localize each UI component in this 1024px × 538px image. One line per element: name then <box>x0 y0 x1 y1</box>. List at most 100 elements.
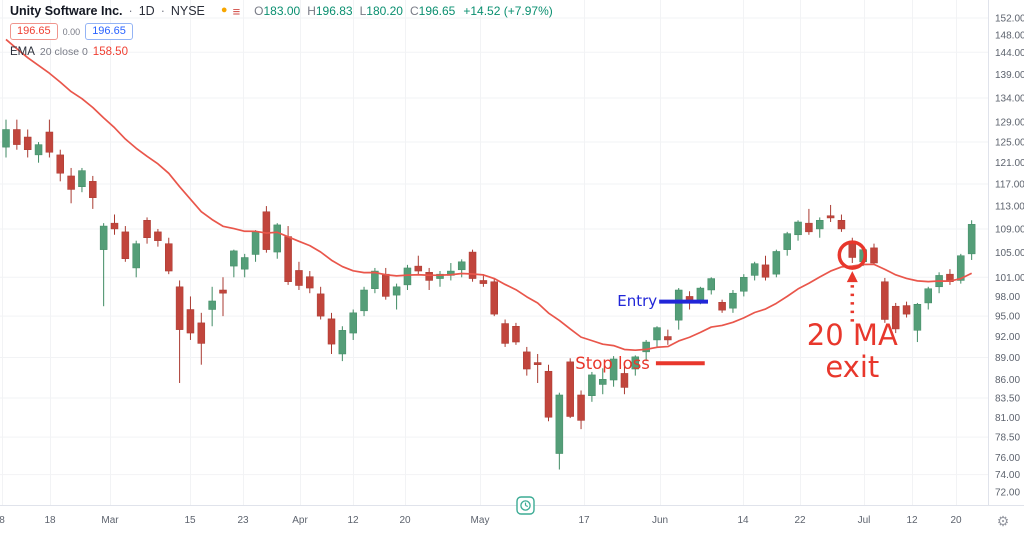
price-tick-label: 139.00 <box>995 70 1024 81</box>
candle-body <box>566 361 574 417</box>
price-tick-label: 83.50 <box>995 394 1020 405</box>
candle-body <box>816 220 824 230</box>
time-tick-label: 22 <box>794 515 806 526</box>
candle-body <box>870 247 878 264</box>
time-axis[interactable]: 8 18 Mar 15 23 Apr 12 20 May 17 Jun 14 22 Jul 12 20 <box>0 515 962 526</box>
candle-body <box>262 211 271 250</box>
candle-body <box>45 131 54 153</box>
candle-body <box>56 154 64 174</box>
candle-body <box>544 370 553 418</box>
candle-body <box>425 272 433 281</box>
event-clock-hand-hour <box>525 504 529 508</box>
sell-price-button[interactable]: 196.65 <box>10 23 58 40</box>
price-tick-label: 109.00 <box>995 224 1024 235</box>
candle-body <box>620 373 629 388</box>
candle-body <box>392 286 401 296</box>
event-clock-face <box>520 500 531 511</box>
separator: · <box>160 4 165 18</box>
ohlc-key: H <box>307 4 316 18</box>
indicator-value: 158.50 <box>92 46 128 58</box>
candle-body <box>78 170 86 187</box>
stop-loss-label: Stop loss <box>575 354 650 373</box>
time-tick-label: 20 <box>950 515 962 526</box>
price-tick-label: 92.00 <box>995 332 1020 343</box>
price-tick-label: 78.50 <box>995 433 1020 444</box>
candle-body <box>121 231 130 259</box>
gear-icon[interactable]: ⚙ <box>991 511 1015 531</box>
candle-body <box>826 215 835 219</box>
ohlc-pair: L180.20 <box>360 4 403 18</box>
exit-arrow-head <box>846 271 858 283</box>
candle-body <box>837 220 846 230</box>
candle-body <box>382 273 390 297</box>
chart-legend: Unity Software Inc. · 1D · NYSE ● ≡ O183… <box>10 4 553 58</box>
price-axis[interactable]: 152.00 148.00 144.00 139.00 134.00 129.00 125.… <box>995 14 1024 499</box>
status-dot-icon[interactable]: ● <box>220 3 228 16</box>
price-tick-label: 95.00 <box>995 312 1020 323</box>
price-tick-label: 105.00 <box>995 248 1024 259</box>
stop-loss-annotation[interactable]: Stop loss <box>575 354 705 373</box>
candle-body <box>165 243 173 272</box>
candle-body <box>718 302 726 311</box>
bars-icon[interactable]: ≡ <box>232 3 241 19</box>
candle-body <box>208 300 216 310</box>
ohlc-values: O183.00 H196.83 L180.20 C196.65 <box>254 4 455 18</box>
candle-body <box>902 305 911 315</box>
candle-body <box>891 305 900 330</box>
candle-body <box>67 175 75 190</box>
interval-label[interactable]: 1D <box>138 4 155 18</box>
symbol-status-icons: ● ≡ <box>220 3 241 19</box>
candle-body <box>501 323 509 344</box>
price-tick-label: 101.00 <box>995 273 1024 284</box>
time-tick-label: 12 <box>347 515 359 526</box>
indicator-legend[interactable]: EMA 20 close 0 158.50 <box>10 46 553 58</box>
exit-label-line2: exit <box>825 350 879 384</box>
candle-body <box>729 292 737 309</box>
candle-body <box>881 281 889 320</box>
candle-body <box>154 231 162 241</box>
exit-label-line1: 20 MA <box>807 318 898 352</box>
bid-ask-row: 196.65 0.00 196.65 <box>10 23 553 40</box>
ohlc-value: 183.00 <box>263 4 301 18</box>
candle-body <box>631 356 640 370</box>
price-tick-label: 81.00 <box>995 413 1020 424</box>
candle-body <box>848 243 857 258</box>
candle-body <box>479 280 488 284</box>
candle-body <box>13 129 21 145</box>
time-tick-label: Mar <box>101 515 119 526</box>
event-clock-icon[interactable] <box>516 496 535 515</box>
candle-body <box>240 257 249 270</box>
candle-body <box>175 286 184 330</box>
exit-circle[interactable] <box>837 240 868 270</box>
candle-body <box>23 136 32 150</box>
candle-body <box>609 358 618 381</box>
buy-price-button[interactable]: 196.65 <box>85 23 133 40</box>
candle-body <box>403 267 412 286</box>
price-tick-label: 129.00 <box>995 118 1024 129</box>
candle-body <box>924 288 932 304</box>
time-tick-label: 15 <box>184 515 196 526</box>
price-tick-label: 98.00 <box>995 292 1020 303</box>
entry-annotation[interactable]: Entry <box>617 292 708 310</box>
indicator-params: 20 close 0 <box>39 46 88 58</box>
change-value: +14.52 (+7.97%) <box>463 4 553 18</box>
price-tick-label: 144.00 <box>995 48 1024 59</box>
candle-body <box>642 341 650 353</box>
candle-body <box>436 273 444 279</box>
candle-body <box>414 265 423 272</box>
candle-body <box>197 322 206 344</box>
candle-body <box>783 233 791 250</box>
candle-body <box>34 144 43 156</box>
ohlc-value: 180.20 <box>366 4 403 18</box>
symbol-title[interactable]: Unity Software Inc. <box>10 4 123 18</box>
candle-body <box>750 263 759 276</box>
time-tick-label: 8 <box>0 515 5 526</box>
time-tick-label: Jun <box>652 515 668 526</box>
candle-body <box>523 351 531 370</box>
candle-body <box>468 251 477 279</box>
time-tick-label: Jul <box>858 515 871 526</box>
candle-body <box>132 243 140 269</box>
time-tick-label: May <box>471 515 490 526</box>
